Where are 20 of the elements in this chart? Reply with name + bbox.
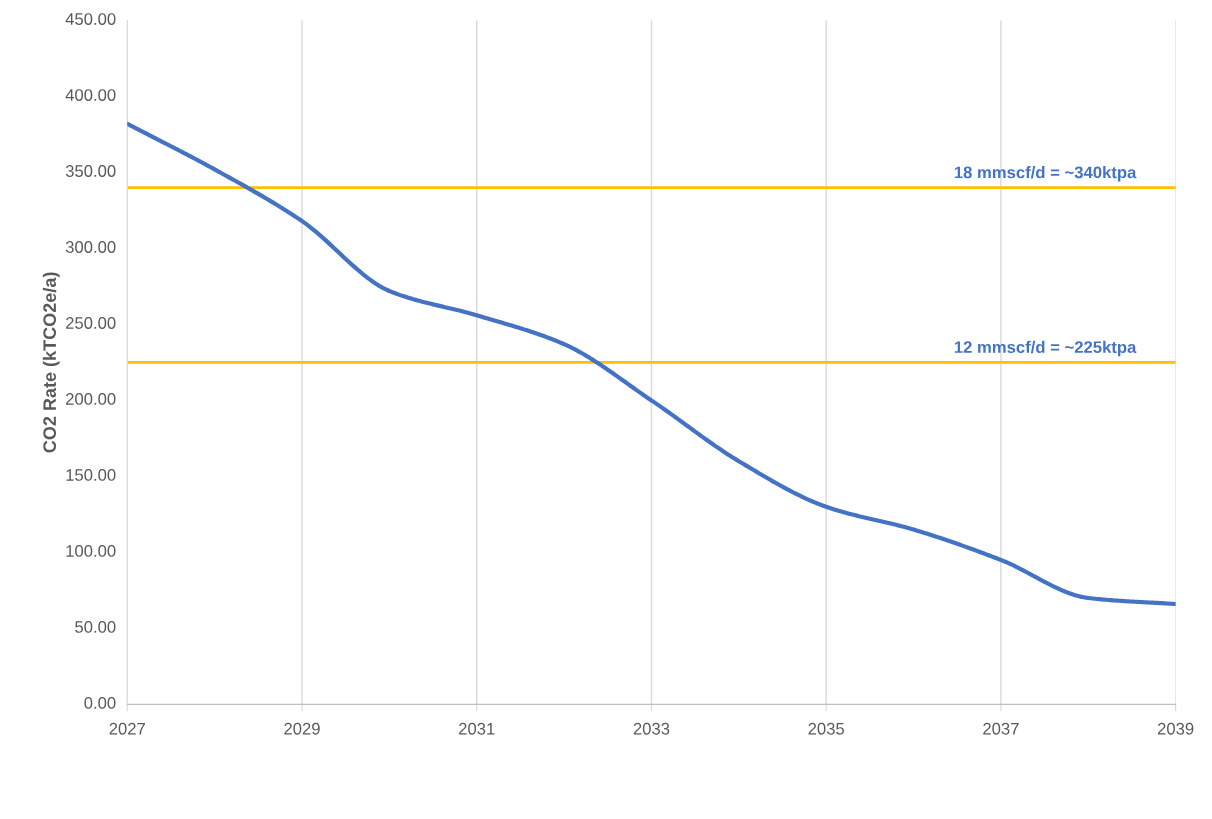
y-tick-label: 250.00 bbox=[66, 317, 116, 329]
y-tick-label: 450.00 bbox=[65, 13, 116, 25]
ref-line-label: 12 mmscf/d = ~225ktpa bbox=[954, 340, 1137, 357]
x-tick-label: 2035 bbox=[808, 722, 845, 735]
x-tick-label: 2027 bbox=[109, 722, 145, 735]
ref-line-label: 18 mmscf/d = ~340ktpa bbox=[954, 166, 1137, 182]
y-tick-label: 0.00 bbox=[84, 697, 116, 709]
x-tick-label: 2037 bbox=[983, 722, 1019, 735]
y-tick-label: 350.00 bbox=[65, 165, 116, 177]
y-tick-label: 200.00 bbox=[66, 393, 116, 405]
y-tick-label: 100.00 bbox=[66, 545, 116, 557]
y-tick-label: 300.00 bbox=[65, 241, 116, 253]
x-tick-label: 2029 bbox=[284, 722, 320, 735]
y-axis-title: CO2 Rate (kTCO2e/a) bbox=[42, 272, 60, 453]
x-tick-label: 2033 bbox=[633, 722, 670, 735]
y-tick-label: 400.00 bbox=[65, 89, 116, 101]
y-tick-label: 150.00 bbox=[66, 469, 116, 481]
x-tick-label: 2039 bbox=[1157, 722, 1194, 735]
x-tick-label: 2031 bbox=[459, 722, 495, 735]
y-tick-label: 50.00 bbox=[75, 621, 116, 633]
